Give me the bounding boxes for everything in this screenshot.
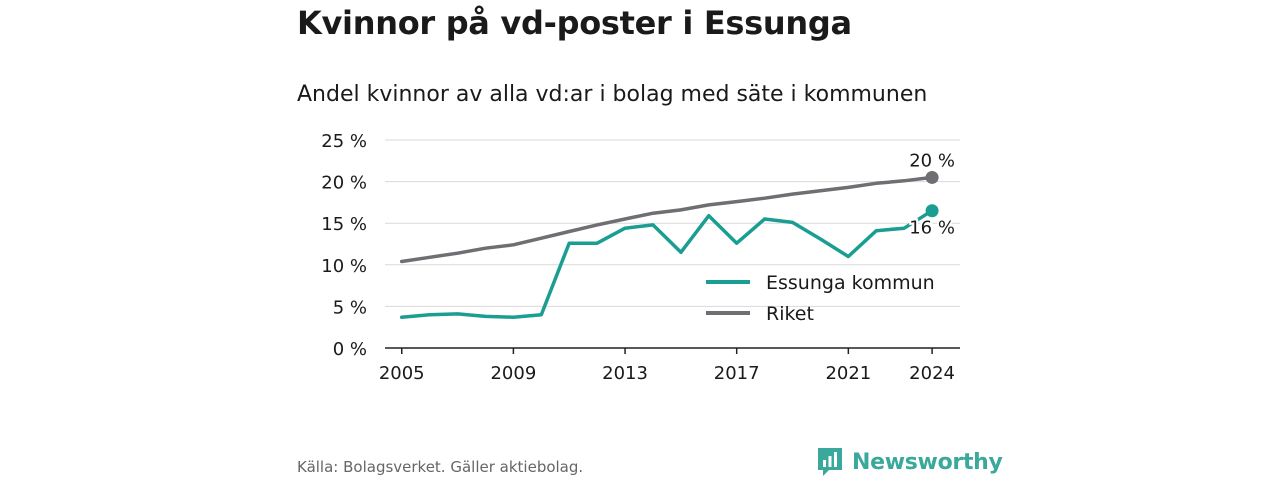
x-tick-label: 2024: [909, 363, 955, 384]
x-tick-label: 2005: [379, 363, 425, 384]
source-note: Källa: Bolagsverket. Gäller aktiebolag.: [297, 458, 584, 476]
end-label-essunga: 16 %: [909, 218, 955, 239]
x-tick-label: 2009: [490, 363, 536, 384]
chart-title: Kvinnor på vd-poster i Essunga: [297, 4, 852, 42]
chart-subtitle: Andel kvinnor av alla vd:ar i bolag med …: [297, 82, 928, 107]
y-tick-label: 10 %: [321, 256, 367, 277]
line-chart: 0 % 5 % 10 % 15 % 20 % 25 % 2005 2009 2013 2017 20…: [321, 131, 960, 384]
series-line-riket: [399, 175, 934, 264]
x-tick-label: 2013: [602, 363, 648, 384]
y-tick-label: 25 %: [321, 131, 367, 152]
legend-label: Essunga kommun: [766, 272, 935, 294]
y-tick-label: 0 %: [333, 339, 367, 360]
y-tick-label: 20 %: [321, 173, 367, 194]
brand-name: Newsworthy: [852, 449, 1003, 475]
end-point-essunga: [925, 204, 939, 218]
brand-logo: Newsworthy: [816, 446, 1003, 478]
end-label-riket: 20 %: [909, 150, 955, 171]
bar-chart-icon: [818, 448, 842, 476]
x-tick-label: 2021: [825, 363, 871, 384]
legend-label: Riket: [766, 303, 814, 325]
end-point-riket: [925, 170, 939, 184]
y-tick-label: 5 %: [333, 297, 367, 318]
x-tick-label: 2017: [714, 363, 760, 384]
series-line-essunga: [399, 208, 934, 319]
y-tick-label: 15 %: [321, 214, 367, 235]
